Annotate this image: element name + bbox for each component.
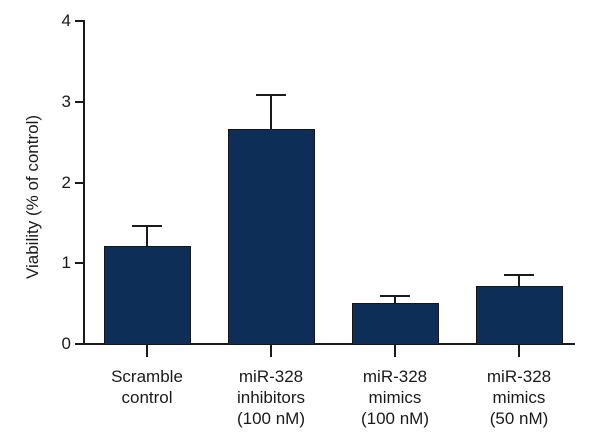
x-category-label: miR-328 inhibitors (100 nM) [206, 366, 336, 429]
x-category-label: miR-328 mimics (100 nM) [330, 366, 460, 429]
error-bar-stem [270, 95, 272, 131]
x-tick [146, 345, 148, 357]
bar [351, 302, 439, 345]
x-tick [518, 345, 520, 357]
x-category-label-line: (100 nM) [236, 409, 306, 428]
error-bar-cap [380, 295, 410, 298]
error-bar-stem [518, 275, 520, 289]
x-category-label-line: (50 nM) [489, 409, 549, 428]
y-tick-label: 0 [61, 334, 71, 353]
x-category-label: miR-328 mimics (50 nM) [454, 366, 584, 429]
y-tick [75, 20, 83, 22]
y-axis-line [83, 20, 85, 345]
x-category-label-line: control [121, 388, 173, 407]
error-bar-stem [394, 296, 396, 305]
x-tick [270, 345, 272, 357]
error-bar-cap [132, 224, 162, 227]
x-category-label-line: mimics [368, 388, 422, 407]
x-category-label-line: miR-328 [486, 367, 552, 386]
error-bar-cap [256, 94, 286, 97]
x-category-label: Scramble control [82, 366, 212, 408]
bar [103, 246, 191, 345]
error-bar-cap [504, 274, 534, 277]
bar [475, 286, 563, 345]
x-category-label-line: inhibitors [236, 388, 306, 407]
y-tick [75, 262, 83, 265]
x-tick [394, 345, 396, 357]
y-tick [75, 343, 83, 345]
y-tick [75, 181, 83, 184]
y-tick-label: 4 [61, 11, 71, 30]
x-category-label-line: mimics [492, 388, 546, 407]
x-axis-line [83, 343, 575, 345]
y-tick-label: 2 [61, 172, 71, 192]
y-axis-title: Viability (% of control) [23, 114, 42, 280]
y-tick [75, 100, 83, 103]
bar [227, 129, 315, 345]
x-category-label-line: (100 nM) [360, 409, 430, 428]
error-bar-stem [146, 225, 148, 249]
x-category-label-line: miR-328 [238, 367, 304, 386]
x-category-label-line: miR-328 [362, 367, 428, 386]
x-category-label-line: Scramble [111, 367, 183, 386]
y-tick-label: 1 [61, 253, 71, 273]
y-tick-label: 3 [61, 91, 71, 111]
